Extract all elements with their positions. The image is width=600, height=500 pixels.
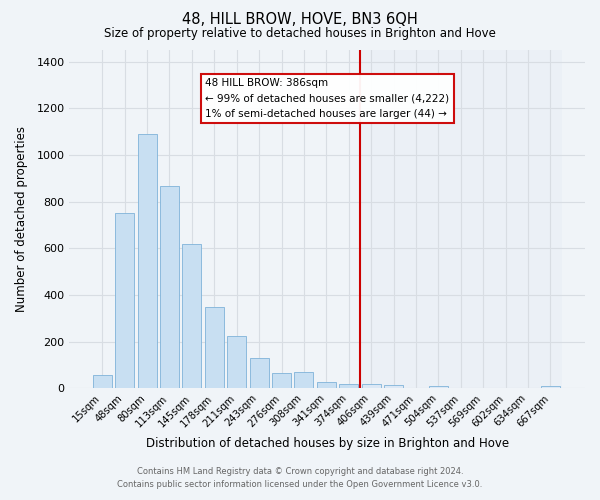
- Bar: [115, 214, 134, 388]
- Text: Contains HM Land Registry data © Crown copyright and database right 2024.
Contai: Contains HM Land Registry data © Crown c…: [118, 468, 482, 489]
- Bar: [137, 134, 157, 388]
- Bar: [205, 306, 224, 388]
- Text: 48 HILL BROW: 386sqm
← 99% of detached houses are smaller (4,222)
1% of semi-det: 48 HILL BROW: 386sqm ← 99% of detached h…: [205, 78, 449, 119]
- Text: 48, HILL BROW, HOVE, BN3 6QH: 48, HILL BROW, HOVE, BN3 6QH: [182, 12, 418, 28]
- Text: Size of property relative to detached houses in Brighton and Hove: Size of property relative to detached ho…: [104, 28, 496, 40]
- Bar: [160, 186, 179, 388]
- Bar: [429, 386, 448, 388]
- Bar: [227, 336, 246, 388]
- Bar: [295, 372, 313, 388]
- Bar: [182, 244, 202, 388]
- Y-axis label: Number of detached properties: Number of detached properties: [15, 126, 28, 312]
- Bar: [93, 376, 112, 388]
- Bar: [362, 384, 380, 388]
- Bar: [317, 382, 336, 388]
- Bar: [541, 386, 560, 388]
- Bar: [384, 384, 403, 388]
- X-axis label: Distribution of detached houses by size in Brighton and Hove: Distribution of detached houses by size …: [146, 437, 509, 450]
- Bar: [360, 50, 562, 388]
- Bar: [339, 384, 358, 388]
- Bar: [250, 358, 269, 388]
- Bar: [272, 373, 291, 388]
